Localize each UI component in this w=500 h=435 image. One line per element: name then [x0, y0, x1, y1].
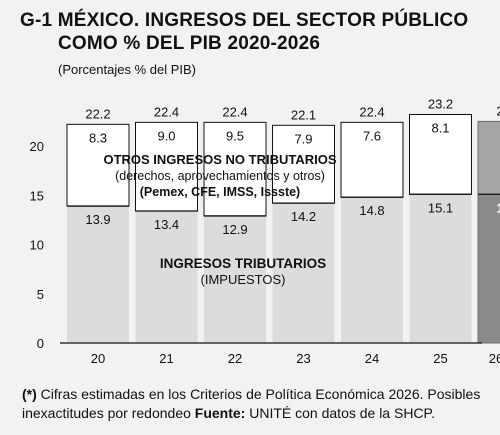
x-tick-label-5: 25 — [433, 351, 447, 366]
y-tick-label-4: 20 — [30, 139, 44, 154]
tax-series-label-line1: INGRESOS TRIBUTARIOS — [160, 256, 326, 271]
x-tick-label-6: 26 est* — [489, 351, 500, 366]
y-tick-label-3: 15 — [30, 188, 44, 203]
total-label-6: 22.5 — [496, 103, 500, 118]
y-tick-label-0: 0 — [37, 336, 44, 351]
x-tick-label-0: 20 — [91, 351, 105, 366]
total-label-3: 22.1 — [291, 107, 316, 122]
y-tick-label-2: 10 — [30, 238, 44, 253]
tax-value-label-2: 12.9 — [222, 222, 247, 237]
x-tick-label-4: 24 — [365, 351, 379, 366]
tax-value-label-4: 14.8 — [359, 203, 384, 218]
other-value-label-4: 7.6 — [363, 128, 381, 143]
bar-tax-0 — [67, 206, 129, 343]
y-tick-label-1: 5 — [37, 287, 44, 302]
chart-subtitle: (Porcentajes % del PIB) — [58, 62, 197, 77]
x-tick-label-1: 21 — [159, 351, 173, 366]
bar-other-1 — [135, 121, 198, 212]
tax-value-label-6: 15.1 — [496, 200, 500, 215]
bar-other-0 — [66, 123, 130, 207]
total-label-5: 23.2 — [428, 96, 453, 111]
other-value-label-5: 8.1 — [431, 120, 449, 135]
footnote-marker: (*) — [22, 386, 37, 402]
other-value-label-3: 7.9 — [294, 131, 312, 146]
bar-other-3 — [272, 124, 335, 204]
tax-value-label-3: 14.2 — [291, 209, 316, 224]
bar-tax-6 — [477, 193, 500, 344]
bar-tax-2 — [204, 215, 266, 343]
total-label-0: 22.2 — [85, 106, 110, 121]
total-label-1: 22.4 — [154, 104, 179, 119]
bar-tax-4 — [341, 197, 403, 343]
other-series-label-line2: (derechos, aprovechamientos y otros) — [115, 169, 325, 183]
tax-value-label-0: 13.9 — [85, 212, 110, 227]
chart-title-line2: COMO % DEL PIB 2020-2026 — [58, 33, 321, 54]
x-tick-label-3: 23 — [296, 351, 310, 366]
other-value-label-1: 9.0 — [157, 128, 175, 143]
other-value-label-0: 8.3 — [89, 130, 107, 145]
chart-title-line1: G-1 MÉXICO. INGRESOS DEL SECTOR PÚBLICO — [20, 10, 469, 31]
other-series-label-line1: OTROS INGRESOS NO TRIBUTARIOS — [103, 152, 336, 167]
source-text: UNITÉ con datos de la SHCP. — [245, 405, 435, 421]
bar-other-6 — [477, 120, 500, 195]
tax-series-label-line2: (IMPUESTOS) — [201, 272, 286, 287]
bar-tax-5 — [409, 194, 472, 343]
source-label: Fuente: — [194, 405, 246, 421]
total-label-4: 22.4 — [359, 104, 384, 119]
x-tick-label-2: 22 — [228, 351, 242, 366]
footnote-text: Cifras estimadas en los Criterios de Pol… — [22, 386, 481, 421]
bar-other-4 — [340, 121, 404, 198]
tax-value-label-1: 13.4 — [154, 217, 179, 232]
tax-value-label-5: 15.1 — [428, 200, 453, 215]
bar-tax-1 — [135, 211, 198, 343]
bar-tax-3 — [272, 203, 335, 343]
other-value-label-2: 9.5 — [226, 128, 244, 143]
other-series-label-line3: (Pemex, CFE, IMSS, Issste) — [140, 185, 300, 199]
footnote: (*) Cifras estimadas en los Criterios de… — [22, 385, 492, 423]
total-label-2: 22.4 — [222, 104, 247, 119]
bar-other-5 — [409, 113, 472, 195]
